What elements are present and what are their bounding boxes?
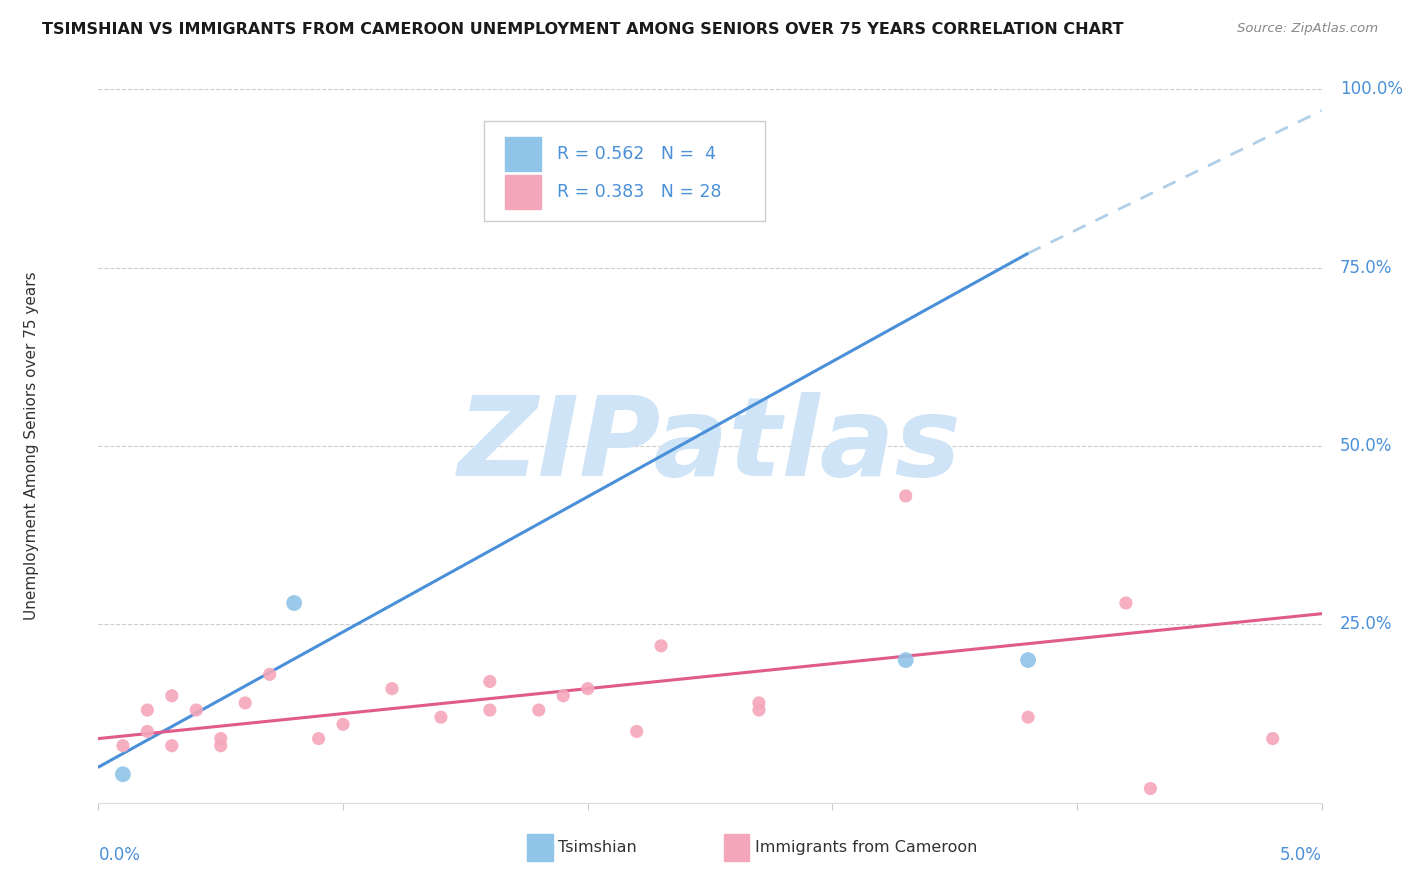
- Point: [160, 739, 183, 753]
- Text: 75.0%: 75.0%: [1340, 259, 1392, 277]
- Text: R = 0.562   N =  4: R = 0.562 N = 4: [557, 145, 716, 163]
- Text: ZIPatlas: ZIPatlas: [458, 392, 962, 500]
- Point: [430, 710, 453, 724]
- Point: [209, 731, 232, 746]
- Point: [1261, 731, 1284, 746]
- Bar: [505, 137, 541, 171]
- Text: 0.0%: 0.0%: [98, 846, 141, 863]
- Point: [626, 724, 648, 739]
- Point: [1139, 781, 1161, 796]
- Point: [233, 696, 256, 710]
- Point: [1017, 653, 1039, 667]
- Point: [650, 639, 672, 653]
- Bar: [505, 175, 541, 209]
- Point: [478, 674, 501, 689]
- Point: [308, 731, 330, 746]
- Point: [478, 703, 501, 717]
- Point: [283, 596, 305, 610]
- Point: [111, 739, 134, 753]
- Text: 5.0%: 5.0%: [1279, 846, 1322, 863]
- Point: [111, 767, 134, 781]
- Point: [894, 489, 917, 503]
- Text: 50.0%: 50.0%: [1340, 437, 1392, 455]
- Text: TSIMSHIAN VS IMMIGRANTS FROM CAMEROON UNEMPLOYMENT AMONG SENIORS OVER 75 YEARS C: TSIMSHIAN VS IMMIGRANTS FROM CAMEROON UN…: [42, 22, 1123, 37]
- Point: [186, 703, 208, 717]
- Point: [209, 739, 232, 753]
- Text: 25.0%: 25.0%: [1340, 615, 1392, 633]
- Point: [259, 667, 281, 681]
- Point: [381, 681, 404, 696]
- Point: [136, 724, 159, 739]
- Point: [894, 653, 917, 667]
- Point: [1115, 596, 1137, 610]
- Text: 100.0%: 100.0%: [1340, 80, 1403, 98]
- Text: Unemployment Among Seniors over 75 years: Unemployment Among Seniors over 75 years: [24, 272, 38, 620]
- Point: [1017, 710, 1039, 724]
- Point: [748, 696, 770, 710]
- Text: Tsimshian: Tsimshian: [558, 840, 637, 855]
- Point: [160, 689, 183, 703]
- Point: [576, 681, 599, 696]
- FancyBboxPatch shape: [484, 121, 765, 221]
- Point: [332, 717, 354, 731]
- Text: R = 0.383   N = 28: R = 0.383 N = 28: [557, 183, 721, 201]
- Point: [527, 703, 550, 717]
- Point: [553, 689, 575, 703]
- Point: [136, 703, 159, 717]
- Text: Source: ZipAtlas.com: Source: ZipAtlas.com: [1237, 22, 1378, 36]
- Point: [748, 703, 770, 717]
- Text: Immigrants from Cameroon: Immigrants from Cameroon: [755, 840, 977, 855]
